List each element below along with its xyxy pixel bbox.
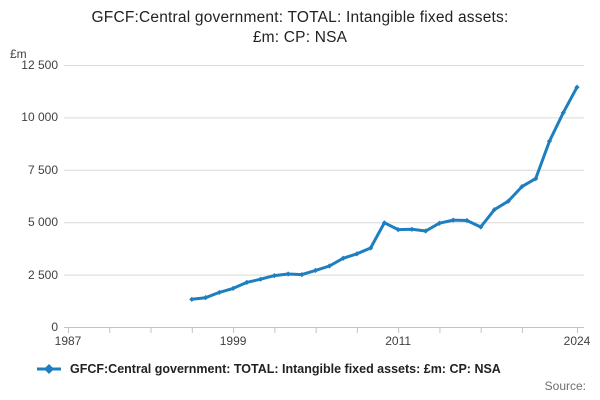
data-point-marker xyxy=(244,279,250,285)
legend-item[interactable]: GFCF:Central government: TOTAL: Intangib… xyxy=(36,362,501,376)
x-axis-tick-label: 2024 xyxy=(563,334,591,348)
y-axis-tick-label: 0 xyxy=(51,320,58,334)
chart-title: GFCF:Central government: TOTAL: Intangib… xyxy=(20,8,580,48)
y-axis-tick-label: 10 000 xyxy=(21,110,58,125)
data-point-marker xyxy=(299,272,305,278)
data-point-marker xyxy=(271,273,277,279)
data-point-marker xyxy=(464,217,470,224)
data-point-marker xyxy=(450,217,456,223)
x-axis-tick-label: 1999 xyxy=(219,334,247,348)
data-point-marker xyxy=(423,228,429,234)
data-point-marker xyxy=(395,227,401,233)
data-point-marker xyxy=(519,183,525,190)
data-point-marker xyxy=(574,84,580,90)
y-axis-tick-label: 5 000 xyxy=(27,215,58,230)
data-point-marker xyxy=(505,198,511,204)
data-point-marker xyxy=(546,138,553,144)
chart-title-line1: GFCF:Central government: TOTAL: Intangib… xyxy=(91,9,509,26)
data-point-marker xyxy=(340,255,346,261)
data-point-marker xyxy=(560,110,566,116)
data-point-marker xyxy=(436,220,443,226)
x-axis-tick-label: 2011 xyxy=(385,334,412,348)
data-point-marker xyxy=(326,263,332,269)
x-axis-tick-label: 1987 xyxy=(54,334,82,348)
legend-series-marker-icon xyxy=(37,364,61,374)
source-label: Source: xyxy=(544,379,586,393)
legend-label: GFCF:Central government: TOTAL: Intangib… xyxy=(70,362,501,376)
data-point-marker xyxy=(189,296,195,302)
data-point-marker xyxy=(257,276,264,282)
y-axis-tick-label: 2 500 xyxy=(27,267,58,282)
data-point-marker xyxy=(285,271,291,277)
data-point-marker xyxy=(354,251,360,257)
data-point-marker xyxy=(478,224,484,230)
data-point-marker xyxy=(533,176,539,182)
y-axis-tick-label: 7 500 xyxy=(27,162,58,177)
data-point-marker xyxy=(409,226,415,232)
y-axis-tick-label: 12 500 xyxy=(21,58,58,72)
data-series-line xyxy=(190,85,579,301)
y-axis-unit-label: £m xyxy=(10,47,27,61)
data-point-marker xyxy=(230,285,236,292)
data-point-marker xyxy=(368,245,374,251)
data-point-marker xyxy=(381,220,388,226)
data-point-marker xyxy=(313,267,319,274)
data-point-marker xyxy=(202,295,209,301)
data-point-marker xyxy=(216,289,222,296)
data-point-marker xyxy=(491,207,498,213)
chart-title-line2: £m: CP: NSA xyxy=(252,29,348,46)
